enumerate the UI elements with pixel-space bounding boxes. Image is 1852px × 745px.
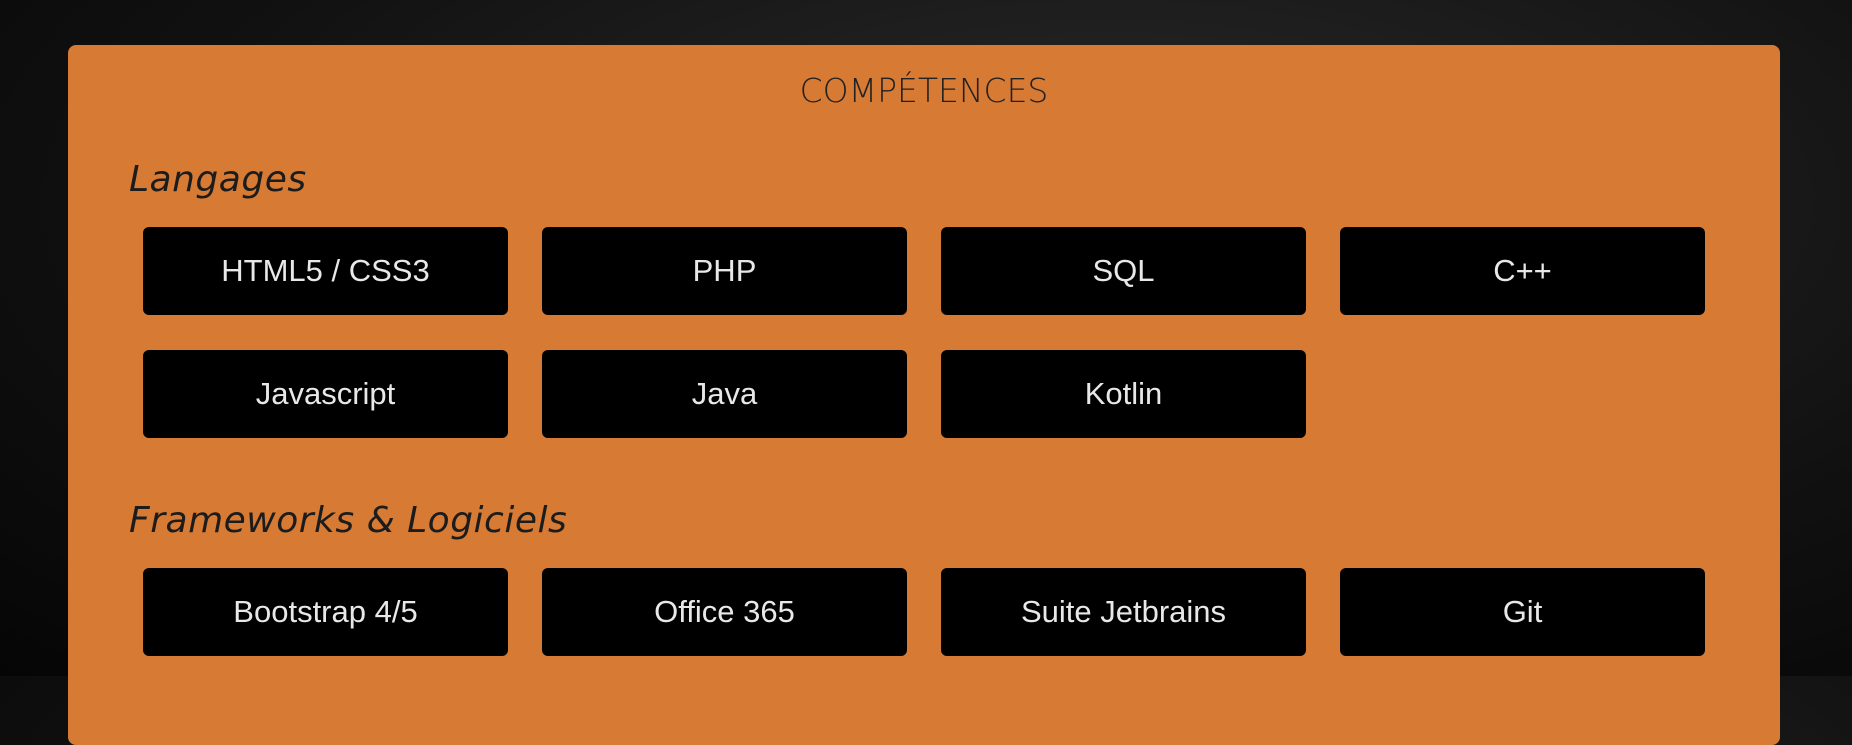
skill-button[interactable]: Suite Jetbrains xyxy=(941,568,1306,656)
skill-button[interactable]: SQL xyxy=(941,227,1306,315)
skill-button[interactable]: C++ xyxy=(1340,227,1705,315)
skill-button[interactable]: HTML5 / CSS3 xyxy=(143,227,508,315)
skill-button[interactable]: Javascript xyxy=(143,350,508,438)
skill-button[interactable]: Java xyxy=(542,350,907,438)
skill-button[interactable]: Kotlin xyxy=(941,350,1306,438)
skills-panel: COMPÉTENCES Langages HTML5 / CSS3 PHP SQL C+… xyxy=(68,45,1780,745)
skill-button[interactable]: Bootstrap 4/5 xyxy=(143,568,508,656)
skill-button[interactable]: Office 365 xyxy=(542,568,907,656)
section-title: Frameworks & Logiciels xyxy=(129,500,568,541)
skill-button[interactable]: Git xyxy=(1340,568,1705,656)
panel-title: COMPÉTENCES xyxy=(799,71,1049,110)
skill-button[interactable]: PHP xyxy=(542,227,907,315)
section-title: Langages xyxy=(129,159,307,200)
